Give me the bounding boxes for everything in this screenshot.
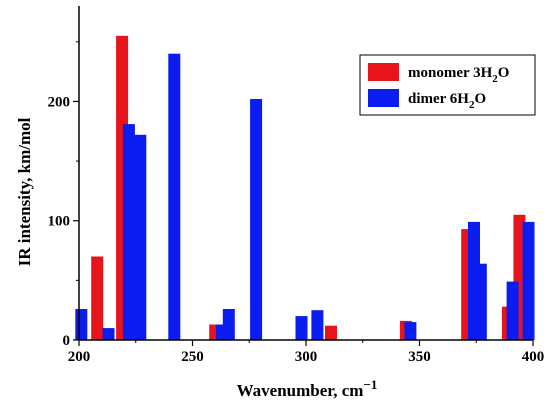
bar-dimer-298 [295,316,308,340]
y-axis-title: IR intensity, km/mol [15,117,34,266]
bar-dimer-266 [222,309,235,340]
x-axis-title-superscript: −1 [363,377,377,392]
bar-monomer-311 [325,325,337,340]
bar-dimer-242 [168,53,181,340]
legend-label-subscript: 2 [492,73,498,85]
legend-swatch-dimer [368,89,399,107]
x-tick-label-300: 300 [295,349,318,365]
legend-swatch-monomer [368,63,399,81]
bar-dimer-398 [522,221,535,340]
y-tick-label-0: 0 [63,333,71,349]
bar-dimer-278 [250,99,263,340]
bar-dimer-305 [311,310,324,340]
x-axis-title: Wavenumber, cm−1 [237,377,378,400]
bar-dimer-213 [102,328,115,340]
legend-label-dimer: dimer 6H2O [408,91,486,111]
bar-dimer-391 [506,281,519,340]
x-tick-label-400: 400 [522,349,545,365]
x-axis-title-text: Wavenumber, cm [237,381,364,400]
bar-dimer-227 [134,134,147,340]
bar-dimer-201 [75,309,88,340]
x-tick-label-200: 200 [68,349,91,365]
bar-monomer-208 [91,256,104,340]
legend-label-monomer: monomer 3H2O [408,65,509,85]
y-tick-label-200: 200 [48,94,71,110]
bars-layer [75,35,535,341]
legend-label-end: O [474,91,486,107]
bar-dimer-377 [474,263,487,340]
bar-dimer-346 [404,322,417,340]
y-tick-label-100: 100 [48,214,71,230]
legend-label-main: monomer 3H [408,65,493,81]
legend-label-subscript: 2 [469,99,475,111]
ticks: 200 250 300 350 400 0 100 200 [48,41,545,365]
legend-label-main: dimer 6H [408,91,469,107]
bar-dimer-222 [122,124,135,340]
x-tick-label-350: 350 [408,349,431,365]
legend-label-end: O [498,65,510,81]
x-tick-label-250: 250 [181,349,204,365]
